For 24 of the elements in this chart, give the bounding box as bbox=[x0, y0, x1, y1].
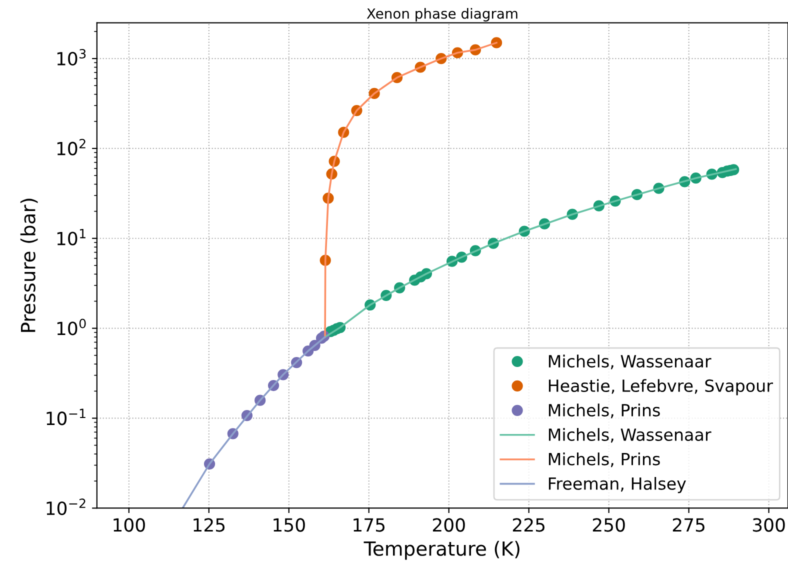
y-tick-label: 10$^{1}$ bbox=[57, 228, 86, 246]
y-tick-label: 10$^{−1}$ bbox=[46, 408, 86, 426]
x-tick-label: 200 bbox=[432, 518, 465, 532]
chart-title: Xenon phase diagram bbox=[366, 8, 518, 22]
y-axis-title: Pressure (bar) bbox=[20, 198, 38, 332]
legend-label: Freeman, Halsey bbox=[548, 476, 686, 494]
legend-label: Michels, Prins bbox=[548, 452, 660, 468]
x-tick-label: 150 bbox=[274, 518, 305, 532]
legend-label: Heastie, Lefebvre, Svapour bbox=[548, 379, 773, 396]
x-tick-label: 225 bbox=[512, 518, 544, 532]
legend-label: Michels, Prins bbox=[548, 404, 660, 418]
x-tick-label: 300 bbox=[752, 518, 785, 532]
x-tick-label: 100 bbox=[114, 518, 145, 532]
legend-label: Michels, Wassenaar bbox=[548, 428, 712, 443]
y-tick-label: 10$^{−2}$ bbox=[46, 498, 86, 516]
legend-label: Michels, Wassenaar bbox=[548, 354, 712, 370]
x-tick-label: 175 bbox=[354, 518, 385, 532]
y-tick-label: 10$^{3}$ bbox=[57, 48, 86, 66]
y-tick-label: 10$^{2}$ bbox=[57, 138, 86, 156]
x-tick-label: 275 bbox=[672, 518, 704, 532]
x-tick-label: 125 bbox=[194, 518, 225, 532]
x-axis-title: Temperature (K) bbox=[364, 540, 520, 560]
x-tick-label: 250 bbox=[592, 518, 625, 532]
y-tick-label: 10$^{0}$ bbox=[57, 318, 86, 336]
